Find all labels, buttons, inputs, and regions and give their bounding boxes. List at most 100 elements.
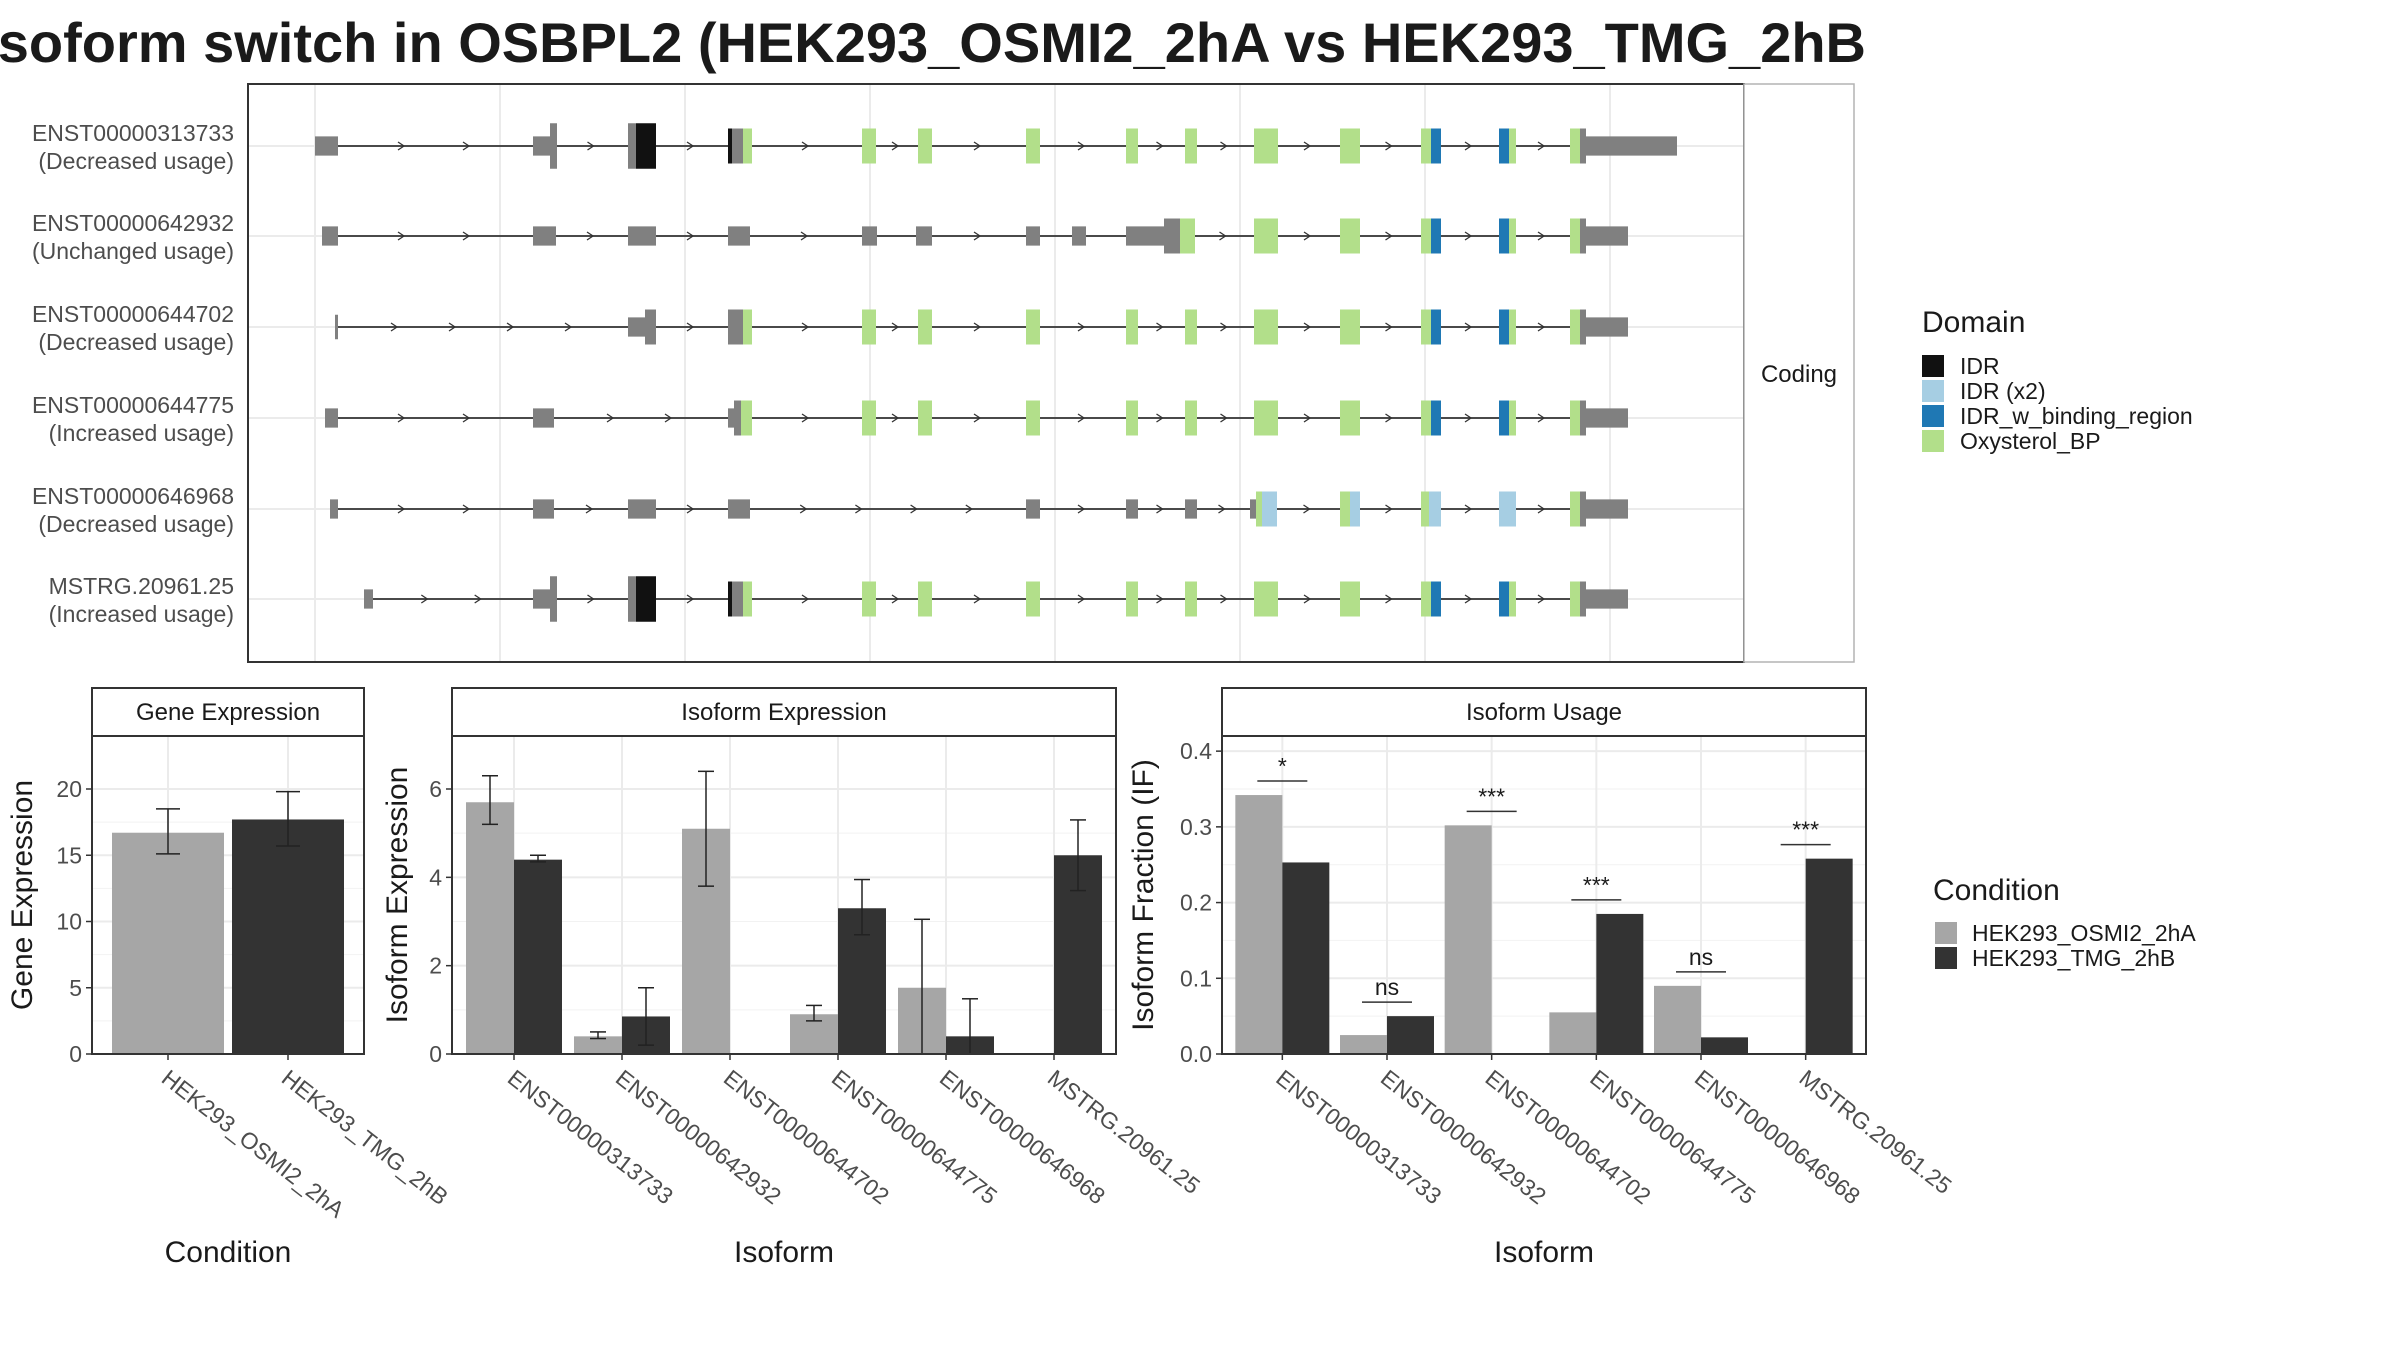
domain-block bbox=[1340, 491, 1350, 527]
domain-block bbox=[1421, 218, 1431, 254]
intron-arrow bbox=[1464, 413, 1473, 423]
domain-block bbox=[1570, 218, 1580, 254]
intron-arrow bbox=[855, 504, 863, 514]
exon-block bbox=[1580, 218, 1586, 254]
isoform-usage-label: (Increased usage) bbox=[49, 601, 234, 627]
intron-arrow bbox=[686, 231, 695, 241]
panel-title: Isoform Usage bbox=[1466, 699, 1622, 726]
intron-arrow bbox=[1077, 322, 1086, 332]
exon-block bbox=[1586, 408, 1628, 428]
condition-legend-title: Condition bbox=[1933, 874, 2060, 907]
domain-block bbox=[728, 581, 732, 617]
domain-block bbox=[728, 128, 732, 164]
intron-arrow bbox=[800, 231, 809, 241]
domain-block bbox=[1421, 309, 1431, 345]
intron-arrow bbox=[420, 594, 429, 604]
exon-block bbox=[533, 226, 556, 246]
condition-legend-key bbox=[1935, 922, 1957, 944]
isoform-label: ENST00000642932 bbox=[32, 210, 234, 236]
domain-block bbox=[1126, 581, 1138, 617]
panel-strip bbox=[451, 687, 1117, 737]
intron-arrow bbox=[1385, 231, 1393, 241]
intron-arrow bbox=[1156, 504, 1164, 514]
domain-block bbox=[1262, 491, 1277, 527]
exon-block bbox=[1580, 309, 1586, 345]
domain-block bbox=[1570, 128, 1580, 164]
exon-block bbox=[728, 226, 750, 246]
domain-legend-label: IDR_w_binding_region bbox=[1960, 403, 2193, 429]
isoform-label: ENST00000644702 bbox=[32, 301, 234, 327]
domain-block bbox=[741, 400, 752, 436]
domain-block bbox=[1421, 581, 1431, 617]
intron-arrow bbox=[1385, 504, 1393, 514]
y-axis-title: Isoform Fraction (IF) bbox=[1127, 759, 1160, 1031]
domain-block bbox=[1499, 218, 1509, 254]
intron-arrow bbox=[1464, 231, 1473, 241]
x-axis-title: Condition bbox=[165, 1236, 292, 1269]
domain-block bbox=[1570, 400, 1580, 436]
domain-legend-key bbox=[1922, 405, 1944, 427]
isoform-usage-label: (Unchanged usage) bbox=[32, 238, 234, 264]
transcript-row bbox=[315, 123, 1677, 169]
intron-arrow bbox=[1537, 322, 1546, 332]
exon-block bbox=[862, 226, 877, 246]
coding-strip bbox=[1743, 83, 1855, 663]
domain-block bbox=[1431, 128, 1441, 164]
bar bbox=[1549, 1012, 1597, 1054]
intron-arrow bbox=[586, 231, 595, 241]
intron-arrow bbox=[801, 594, 810, 604]
exon-block bbox=[364, 589, 373, 609]
domain-block bbox=[1431, 581, 1441, 617]
intron-arrow bbox=[1303, 322, 1312, 332]
transcript-row bbox=[322, 218, 1628, 254]
exon-block bbox=[628, 123, 636, 169]
intron-arrow bbox=[801, 322, 810, 332]
domain-block bbox=[1254, 128, 1278, 164]
bar bbox=[574, 1036, 622, 1054]
intron-arrow bbox=[564, 322, 573, 332]
intron-arrow bbox=[1537, 141, 1546, 151]
intron-arrow bbox=[587, 594, 595, 604]
intron-arrow bbox=[1537, 413, 1546, 423]
exon-block bbox=[916, 226, 932, 246]
y-tick-label: 0.0 bbox=[1180, 1041, 1212, 1067]
transcript-row bbox=[335, 309, 1628, 345]
intron-arrow bbox=[686, 141, 695, 151]
intron-arrow bbox=[1156, 413, 1164, 423]
exon-block bbox=[533, 499, 554, 519]
domain-block bbox=[1509, 581, 1516, 617]
domain-block bbox=[1340, 400, 1360, 436]
domain-legend-label: Oxysterol_BP bbox=[1960, 428, 2101, 454]
domain-block bbox=[1421, 491, 1429, 527]
domain-block bbox=[1254, 218, 1278, 254]
domain-block bbox=[1499, 128, 1509, 164]
exon-block bbox=[628, 576, 636, 622]
intron-arrow bbox=[585, 504, 594, 514]
intron-arrow bbox=[1219, 231, 1227, 241]
bar bbox=[1235, 795, 1283, 1054]
domain-block bbox=[1254, 309, 1278, 345]
domain-block bbox=[1570, 491, 1580, 527]
exon-block bbox=[1126, 499, 1138, 519]
intron-arrow bbox=[973, 594, 982, 604]
y-tick-label: 0.4 bbox=[1180, 738, 1212, 764]
y-tick-label: 10 bbox=[56, 909, 82, 935]
domain-block bbox=[1126, 128, 1138, 164]
domain-block bbox=[1026, 309, 1040, 345]
y-tick-label: 0.1 bbox=[1180, 965, 1212, 991]
intron-arrow bbox=[801, 413, 810, 423]
intron-arrow bbox=[1303, 594, 1312, 604]
exon-block bbox=[1586, 226, 1628, 246]
domain-block bbox=[636, 123, 656, 169]
exon-block bbox=[628, 317, 645, 337]
intron-arrow bbox=[397, 141, 406, 151]
significance-label: * bbox=[1278, 753, 1287, 779]
y-tick-label: 4 bbox=[429, 864, 442, 890]
exon-block bbox=[1586, 136, 1677, 156]
exon-block bbox=[1026, 499, 1040, 519]
exon-block bbox=[1580, 581, 1586, 617]
intron-arrow bbox=[686, 594, 695, 604]
intron-arrow bbox=[973, 231, 982, 241]
domain-block bbox=[1340, 128, 1360, 164]
